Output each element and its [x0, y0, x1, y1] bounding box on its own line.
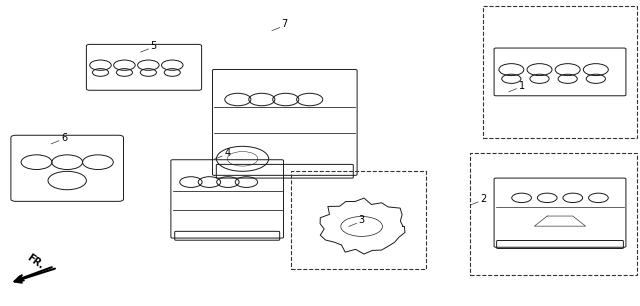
- Bar: [470, 153, 637, 275]
- Text: 2: 2: [480, 194, 486, 204]
- Bar: [291, 171, 426, 269]
- Text: 6: 6: [61, 133, 67, 143]
- Text: 3: 3: [358, 215, 365, 225]
- Text: FR.: FR.: [25, 252, 45, 271]
- Text: 4: 4: [224, 148, 230, 158]
- Text: 5: 5: [150, 41, 157, 51]
- Bar: [483, 6, 637, 138]
- Text: 7: 7: [282, 20, 288, 29]
- Text: 1: 1: [518, 81, 525, 91]
